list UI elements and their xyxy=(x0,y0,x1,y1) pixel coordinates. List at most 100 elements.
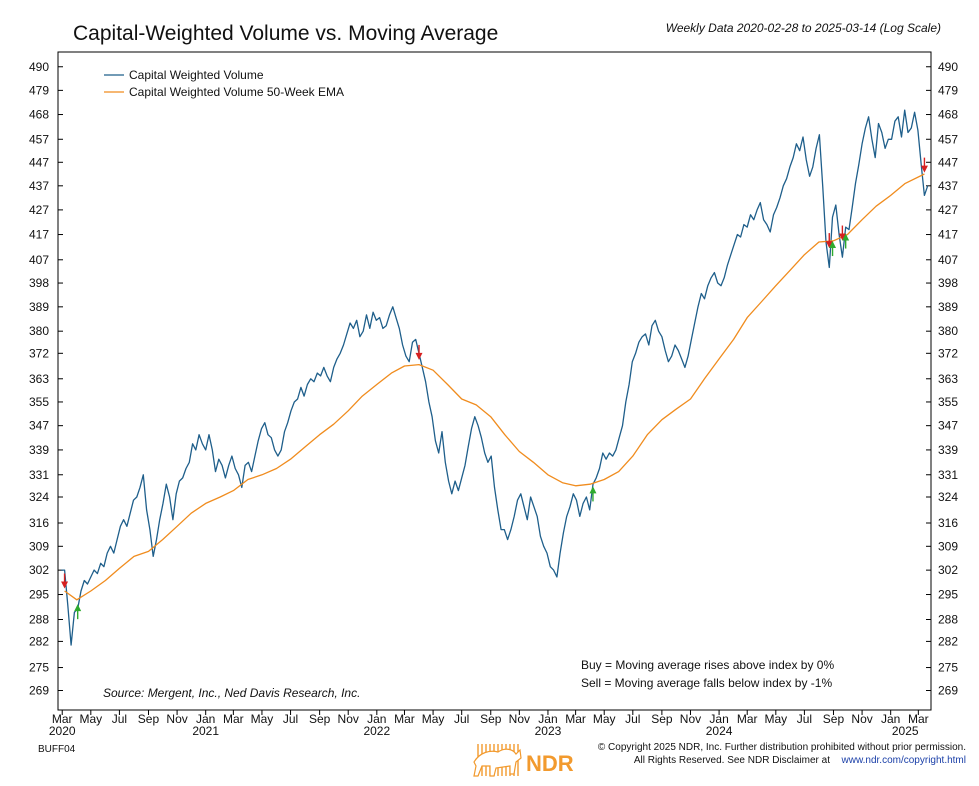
sell-arrow-head-icon xyxy=(920,165,928,173)
x-tick-label: Jan xyxy=(196,712,215,726)
y-tick-label-right: 398 xyxy=(938,276,958,290)
x-tick-label: May xyxy=(764,712,787,726)
legend-label-volume: Capital Weighted Volume xyxy=(129,68,264,82)
x-year-label: 2025 xyxy=(892,724,919,738)
y-tick-label-right: 447 xyxy=(938,155,958,169)
buy-rule-note: Buy = Moving average rises above index b… xyxy=(581,658,834,672)
x-tick-label: Jan xyxy=(367,712,386,726)
x-tick-label: May xyxy=(251,712,274,726)
x-year-label: 2022 xyxy=(363,724,390,738)
buy-arrow-head-icon xyxy=(842,233,850,241)
y-tick-label-left: 275 xyxy=(29,661,49,675)
legend: Capital Weighted Volume Capital Weighted… xyxy=(104,68,344,99)
x-tick-label: May xyxy=(79,712,102,726)
x-tick-label: Jul xyxy=(625,712,640,726)
y-tick-label-left: 363 xyxy=(29,372,49,386)
y-tick-label-left: 447 xyxy=(29,155,49,169)
buy-arrow-head-icon xyxy=(74,604,82,612)
x-tick-label: Mar xyxy=(565,712,586,726)
buy-arrow-head-icon xyxy=(829,241,837,249)
y-tick-label-right: 309 xyxy=(938,539,958,553)
copyright-link[interactable]: www.ndr.com/copyright.html xyxy=(841,755,967,766)
sell-arrow-head-icon xyxy=(415,352,423,360)
x-tick-label: Mar xyxy=(908,712,929,726)
y-tick-label-left: 490 xyxy=(29,60,49,74)
chart-title: Capital-Weighted Volume vs. Moving Avera… xyxy=(73,22,498,45)
y-tick-label-right: 275 xyxy=(938,661,958,675)
x-year-label: 2023 xyxy=(535,724,562,738)
chart-code: BUFF04 xyxy=(38,744,76,755)
x-tick-label: Jan xyxy=(709,712,728,726)
sell-arrow-head-icon xyxy=(838,233,846,241)
y-tick-label-left: 288 xyxy=(29,613,49,627)
y-tick-label-left: 309 xyxy=(29,539,49,553)
y-tick-label-right: 288 xyxy=(938,613,958,627)
y-tick-label-left: 324 xyxy=(29,490,49,504)
x-tick-label: Jul xyxy=(797,712,812,726)
x-tick-label: Nov xyxy=(680,712,701,726)
y-tick-label-left: 355 xyxy=(29,395,49,409)
legend-label-ema: Capital Weighted Volume 50-Week EMA xyxy=(129,85,344,99)
y-tick-label-right: 457 xyxy=(938,132,958,146)
x-tick-label: Sep xyxy=(480,712,502,726)
x-tick-label: Mar xyxy=(223,712,244,726)
y-tick-label-left: 282 xyxy=(29,634,49,648)
x-tick-label: Jul xyxy=(283,712,298,726)
rights-text: All Rights Reserved. See NDR Disclaimer … xyxy=(634,755,830,766)
y-tick-label-left: 347 xyxy=(29,419,49,433)
x-tick-label: Nov xyxy=(166,712,187,726)
plot-frame xyxy=(57,51,932,711)
y-tick-label-right: 417 xyxy=(938,228,958,242)
y-tick-label-left: 407 xyxy=(29,253,49,267)
y-tick-label-left: 339 xyxy=(29,443,49,457)
y-tick-label-right: 331 xyxy=(938,468,958,482)
y-tick-label-right: 363 xyxy=(938,372,958,386)
x-tick-label: May xyxy=(593,712,616,726)
y-axis-right: 269 275 282 288 295 302 309 316 324 331 339 347 355 3… xyxy=(926,60,958,697)
x-tick-label: May xyxy=(422,712,445,726)
y-tick-label-right: 324 xyxy=(938,490,958,504)
signal-arrows xyxy=(61,157,928,620)
y-tick-label-right: 282 xyxy=(938,634,958,648)
x-year-label: 2021 xyxy=(192,724,219,738)
y-tick-label-right: 389 xyxy=(938,300,958,314)
x-tick-label: Mar xyxy=(737,712,758,726)
x-tick-label: Sep xyxy=(309,712,331,726)
y-tick-label-right: 407 xyxy=(938,253,958,267)
y-tick-label-right: 490 xyxy=(938,60,958,74)
x-tick-label: Jan xyxy=(538,712,557,726)
x-tick-label: Sep xyxy=(823,712,845,726)
y-tick-label-right: 479 xyxy=(938,83,958,97)
y-tick-label-left: 302 xyxy=(29,563,49,577)
y-tick-label-right: 437 xyxy=(938,179,958,193)
x-tick-label: Sep xyxy=(651,712,673,726)
y-tick-label-right: 380 xyxy=(938,324,958,338)
x-tick-label: Sep xyxy=(138,712,160,726)
y-tick-label-left: 417 xyxy=(29,228,49,242)
y-tick-label-left: 269 xyxy=(29,683,49,697)
copyright-text: © Copyright 2025 NDR, Inc. Further distr… xyxy=(598,742,966,753)
x-tick-label: Nov xyxy=(509,712,530,726)
y-tick-label-right: 269 xyxy=(938,683,958,697)
y-tick-label-left: 380 xyxy=(29,324,49,338)
y-tick-label-left: 372 xyxy=(29,346,49,360)
y-tick-label-left: 331 xyxy=(29,468,49,482)
x-tick-label: Mar xyxy=(52,712,73,726)
x-tick-label: Nov xyxy=(338,712,359,726)
source-note: Source: Mergent, Inc., Ned Davis Researc… xyxy=(103,686,360,700)
y-tick-label-left: 437 xyxy=(29,179,49,193)
x-tick-label: Mar xyxy=(394,712,415,726)
y-tick-label-right: 427 xyxy=(938,203,958,217)
y-tick-label-left: 427 xyxy=(29,203,49,217)
x-year-label: 2024 xyxy=(706,724,733,738)
y-tick-label-right: 355 xyxy=(938,395,958,409)
x-axis: Mar May Jul Sep Nov Jan Mar May Jul Sep Nov Jan Mar M… xyxy=(49,710,929,738)
y-tick-label-left: 468 xyxy=(29,108,49,122)
y-tick-label-right: 302 xyxy=(938,563,958,577)
ndr-bull-logo-icon xyxy=(473,744,522,777)
y-tick-label-left: 389 xyxy=(29,300,49,314)
y-tick-label-right: 295 xyxy=(938,588,958,602)
chart-subtitle: Weekly Data 2020-02-28 to 2025-03-14 (Lo… xyxy=(666,21,941,35)
series-line-ema xyxy=(64,173,925,601)
